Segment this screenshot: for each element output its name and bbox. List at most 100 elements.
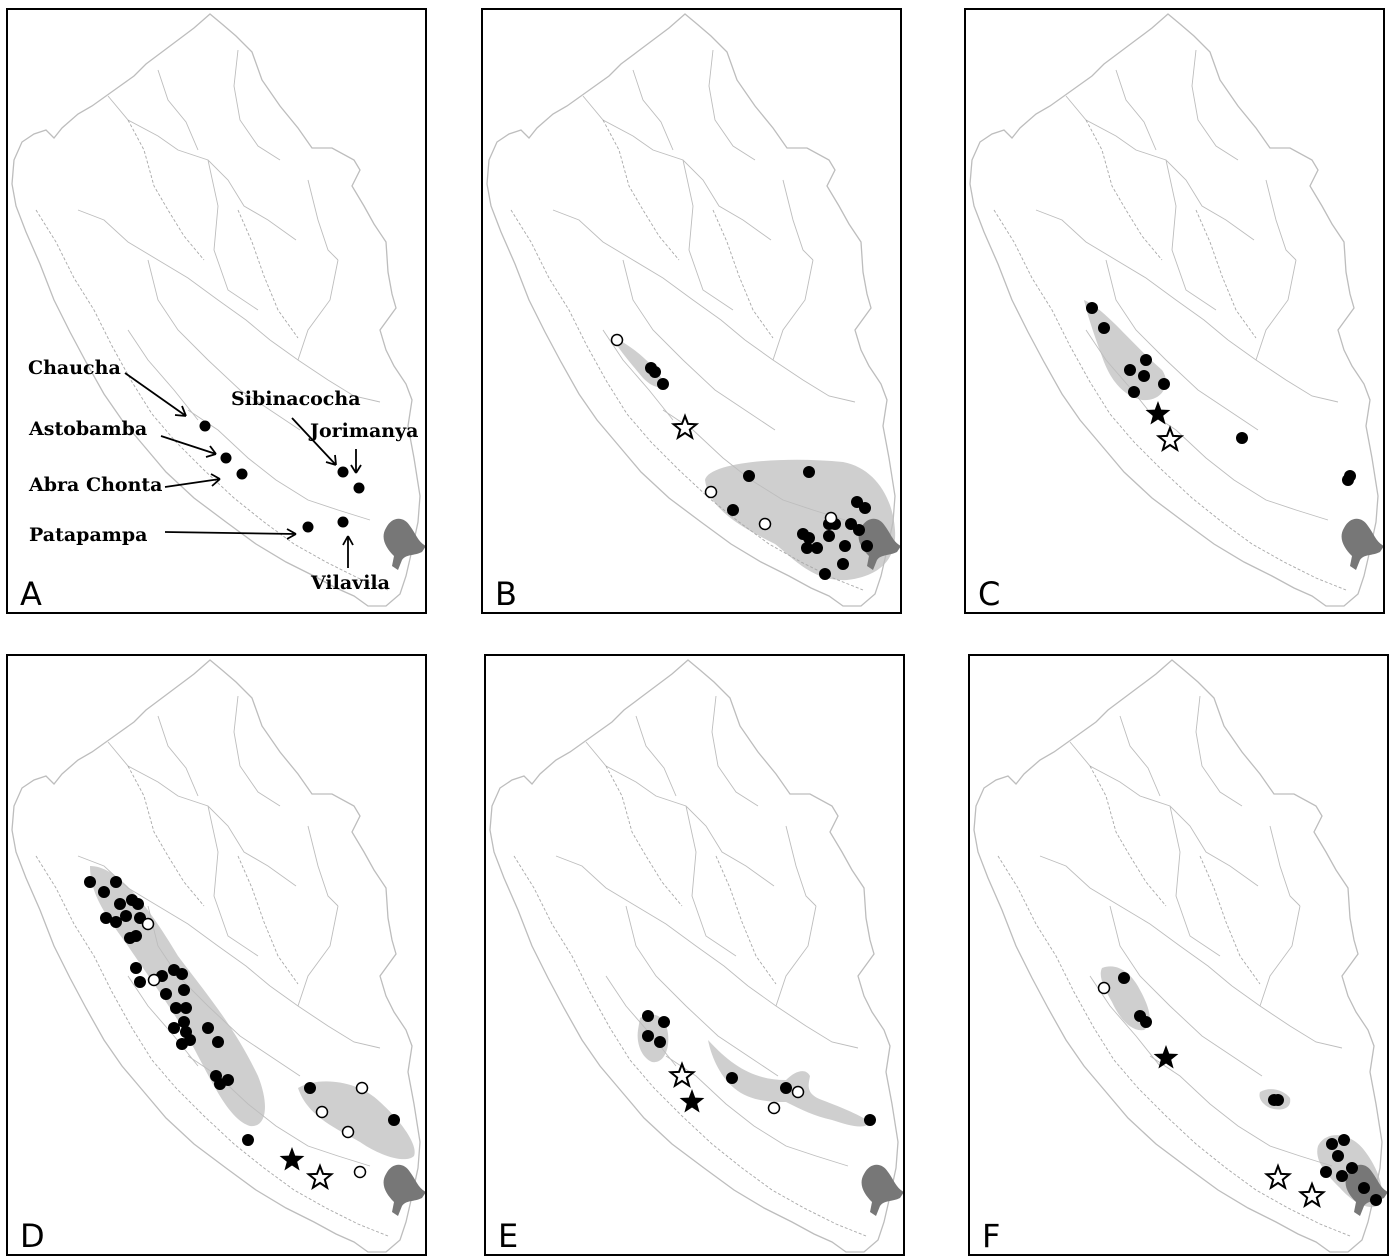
country-border <box>11 659 421 1253</box>
department-boundary <box>1105 259 1259 431</box>
elevation-contour <box>993 209 1347 591</box>
occurrence-filled-point <box>176 1038 188 1050</box>
occurrence-filled-point <box>803 466 815 478</box>
occurrence-filled-point <box>1118 972 1130 984</box>
open-star-marker <box>305 1163 335 1191</box>
elevation-contour <box>1199 855 1261 985</box>
department-boundary <box>307 179 339 261</box>
open-star-marker <box>667 1061 697 1089</box>
filled-star-marker <box>679 1089 705 1113</box>
point-jorimanya <box>353 482 365 494</box>
occurrence-filled-point <box>388 1114 400 1126</box>
occurrence-filled-point <box>212 1036 224 1048</box>
occurrence-filled-point <box>837 558 849 570</box>
panel-letter: E <box>498 1217 519 1255</box>
department-boundary <box>157 69 199 151</box>
map-b <box>486 13 900 607</box>
elevation-contour <box>712 209 774 339</box>
occurrence-filled-point <box>642 1030 654 1042</box>
department-boundary <box>602 329 674 421</box>
occurrence-filled-point <box>1158 378 1170 390</box>
occurrence-filled-point <box>803 532 815 544</box>
department-boundary <box>1231 985 1343 1049</box>
panel-letter: D <box>20 1217 45 1255</box>
occurrence-filled-point <box>649 366 661 378</box>
department-boundary <box>1269 825 1301 907</box>
elevation-contour <box>715 855 777 985</box>
department-boundary <box>1109 905 1263 1077</box>
department-boundary <box>622 259 776 431</box>
department-boundary <box>107 741 297 887</box>
occurrence-filled-point <box>98 886 110 898</box>
department-boundary <box>147 259 301 431</box>
department-boundary <box>744 339 856 403</box>
occurrence-points <box>610 333 873 580</box>
occurrence-filled-point <box>120 910 132 922</box>
occurrence-filled-point <box>654 1036 666 1048</box>
department-boundary <box>1165 159 1217 311</box>
label-patapampa: Patapampa <box>29 524 148 546</box>
department-boundary <box>635 715 677 797</box>
point-vilavila <box>337 516 349 528</box>
occurrence-open-point <box>341 1125 355 1139</box>
occurrence-filled-point <box>134 976 146 988</box>
map-panel-f: F <box>968 654 1389 1256</box>
occurrence-filled-point <box>1140 1016 1152 1028</box>
department-boundary <box>233 695 281 807</box>
occurrence-filled-point <box>861 540 873 552</box>
department-boundary <box>1119 715 1161 797</box>
elevation-contour <box>510 209 864 591</box>
filled-star-marker <box>1153 1045 1179 1069</box>
occurrence-filled-point <box>176 968 188 980</box>
department-boundary <box>207 159 259 311</box>
department-boundary <box>1035 209 1229 341</box>
occurrence-open-point <box>315 1105 329 1119</box>
department-boundary <box>297 905 339 1007</box>
occurrence-open-point <box>791 1085 805 1099</box>
occurrence-filled-point <box>130 962 142 974</box>
arrow-chaucha <box>124 372 187 417</box>
lake-titicaca <box>383 1164 425 1216</box>
department-boundary <box>207 805 259 957</box>
panel-letter: F <box>982 1217 1001 1255</box>
department-boundary <box>552 209 746 341</box>
department-boundary <box>1255 259 1297 361</box>
department-boundary <box>1145 409 1329 521</box>
occurrence-filled-point <box>1140 354 1152 366</box>
department-boundary <box>1191 49 1239 161</box>
point-patapampa <box>302 521 314 533</box>
range-central <box>1084 300 1166 401</box>
department-boundary <box>307 825 339 907</box>
label-abra-chonta: Abra Chonta <box>29 474 163 496</box>
arrow-astobamba <box>160 435 217 458</box>
occurrence-open-point <box>355 1081 369 1095</box>
locality-points <box>199 420 365 533</box>
occurrence-filled-point <box>727 504 739 516</box>
occurrence-filled-point <box>160 988 172 1000</box>
occurrence-points <box>1097 972 1382 1209</box>
occurrence-filled-point <box>1326 1138 1338 1150</box>
occurrence-filled-point <box>1128 386 1140 398</box>
occurrence-filled-point <box>1236 432 1248 444</box>
occurrence-open-point <box>704 485 718 499</box>
occurrence-filled-point <box>180 1002 192 1014</box>
label-jorimanya: Jorimanya <box>310 420 419 442</box>
elevation-contour <box>35 209 389 591</box>
department-boundary <box>685 805 737 957</box>
department-boundary <box>555 855 749 987</box>
department-boundary <box>665 1055 849 1167</box>
occurrence-filled-point <box>1086 302 1098 314</box>
department-boundary <box>1115 69 1157 151</box>
point-astobamba <box>220 452 232 464</box>
lake-shape <box>858 518 900 570</box>
country-border <box>486 13 896 607</box>
department-boundary <box>1227 339 1339 403</box>
lake-shape <box>383 1164 425 1216</box>
panel-letter: A <box>20 575 42 613</box>
department-boundary <box>747 985 859 1049</box>
arrow-patapampa <box>164 528 297 540</box>
range-shading <box>1084 300 1166 401</box>
label-sibinacocha: Sibinacocha <box>231 388 361 410</box>
peru-outline <box>969 13 1379 607</box>
lake-shape <box>861 1164 903 1216</box>
